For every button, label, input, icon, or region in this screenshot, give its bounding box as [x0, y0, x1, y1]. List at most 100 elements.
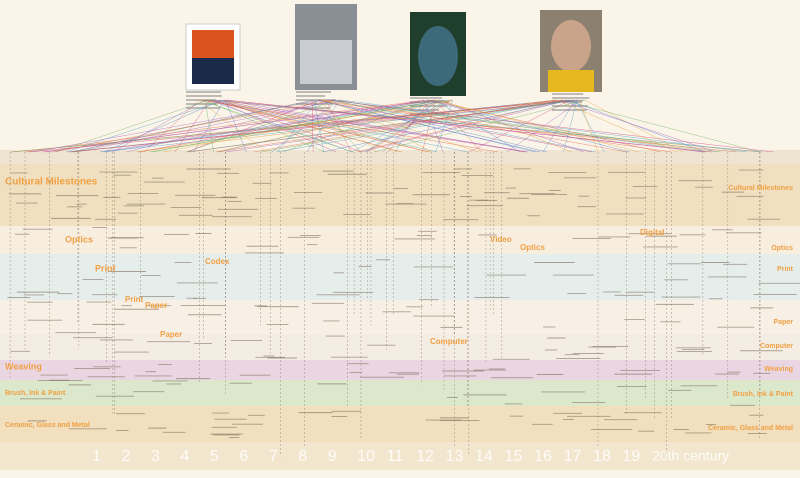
century-label: 4	[180, 448, 189, 465]
band-label-center: Digital	[640, 228, 664, 237]
connection-line	[69, 99, 557, 153]
connection-line	[271, 99, 340, 153]
connection-line	[568, 99, 705, 153]
connection-line	[542, 99, 576, 153]
century-label: 1	[92, 448, 101, 465]
artwork-1-detail	[192, 58, 234, 84]
band-label-center: Video	[490, 235, 512, 244]
band-brush	[0, 380, 800, 406]
century-label: 18	[593, 448, 611, 465]
band-label-left: Optics	[65, 234, 93, 244]
artworks	[185, 4, 602, 96]
connections	[7, 91, 800, 460]
connection-line	[215, 99, 712, 153]
band-label-left: Weaving	[5, 361, 42, 371]
connection-line	[260, 99, 567, 153]
connection-line	[579, 99, 599, 153]
band-label-right: Ceramic, Glass and Metal	[708, 425, 793, 432]
band-label-right: Computer	[760, 343, 793, 350]
band-print	[0, 254, 800, 300]
connection-line	[387, 99, 431, 153]
connection-line	[186, 99, 575, 153]
band-ceramic	[0, 406, 800, 442]
band-computer	[0, 334, 800, 360]
connection-line	[73, 99, 563, 153]
connection-line	[434, 99, 482, 153]
connection-line	[563, 99, 578, 153]
century-label: 2	[121, 448, 130, 465]
connection-line	[219, 99, 399, 153]
connection-line	[365, 99, 450, 153]
connection-line	[99, 99, 583, 153]
connection-line	[575, 99, 605, 153]
connection-line	[331, 99, 722, 153]
century-label: 19	[623, 448, 641, 465]
connection-line	[209, 99, 353, 153]
band-label-right: Print	[777, 266, 794, 273]
century-label: 20th century	[652, 448, 729, 464]
band-label-left: Ceramic, Glass and Metal	[5, 422, 90, 429]
band-paper	[0, 300, 800, 334]
connection-line	[561, 99, 761, 153]
century-label: 12	[416, 448, 434, 465]
band-label-center: Optics	[520, 243, 545, 252]
connection-line	[276, 99, 569, 153]
band-label-left: Brush, Ink & Paint	[5, 390, 66, 397]
band-label-right: Brush, Ink & Paint	[733, 391, 794, 398]
connection-line	[311, 99, 314, 153]
connection-line	[427, 99, 630, 153]
connection-line	[327, 99, 774, 153]
band-label-right: Optics	[771, 245, 793, 252]
connection-line	[365, 99, 440, 153]
century-label: 11	[387, 448, 404, 465]
connection-line	[188, 99, 579, 153]
artwork-2-detail	[300, 40, 352, 84]
band-label-right: Cultural Milestones	[728, 185, 793, 192]
band-label-center: Print	[125, 295, 144, 304]
artwork-4-face	[551, 20, 591, 72]
connection-line	[322, 99, 479, 153]
century-label: 14	[475, 448, 493, 465]
century-label: 10	[357, 448, 375, 465]
artwork-4-detail	[548, 70, 594, 92]
connection-line	[322, 99, 572, 153]
century-label: 9	[328, 448, 337, 465]
connection-line	[198, 99, 267, 153]
connection-line	[204, 99, 325, 153]
connection-line	[103, 99, 222, 153]
connection-line	[469, 99, 571, 153]
century-label: 7	[269, 448, 278, 465]
labels: Cultural MilestonesOpticsPrintPaperWeavi…	[5, 177, 794, 466]
century-label: 6	[239, 448, 248, 465]
band-label-left: Cultural Milestones	[5, 177, 98, 188]
band-label-right: Weaving	[764, 366, 793, 373]
connection-line	[428, 99, 661, 153]
band-label-right: Paper	[774, 319, 794, 326]
artwork-3-detail	[418, 26, 458, 86]
century-label: 5	[210, 448, 219, 465]
band-weaving	[0, 360, 800, 380]
band-label-left: Print	[95, 263, 116, 273]
connection-line	[316, 99, 540, 153]
connection-line	[277, 99, 319, 153]
band-label-left: Paper	[145, 301, 167, 310]
band-label-center: Computer	[430, 337, 468, 346]
connection-line	[556, 99, 678, 153]
band-label-center: Paper	[160, 330, 182, 339]
connection-line	[434, 99, 521, 153]
connection-line	[45, 99, 435, 153]
century-label: 3	[151, 448, 160, 465]
century-label: 8	[298, 448, 307, 465]
connection-line	[207, 99, 438, 153]
band-optics	[0, 226, 800, 254]
century-label: 17	[564, 448, 582, 465]
century-strip	[0, 442, 800, 470]
band-cultural	[0, 164, 800, 226]
connection-line	[112, 99, 205, 153]
band-label-center: Codex	[205, 257, 230, 266]
century-label: 15	[505, 448, 523, 465]
connection-line	[226, 99, 706, 153]
connection-line	[65, 99, 225, 153]
